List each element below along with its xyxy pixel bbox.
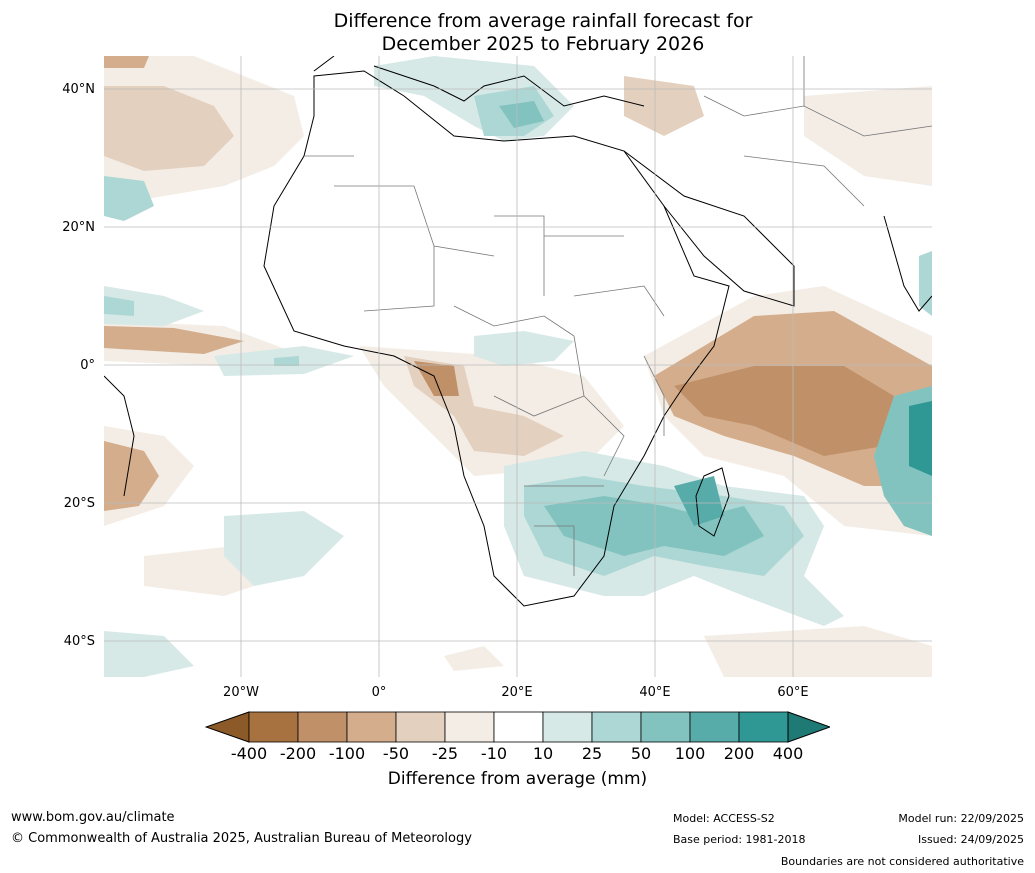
- footer-model: Model: ACCESS-S2: [673, 812, 775, 825]
- lat-label-equator: 0°: [80, 358, 95, 373]
- atlantic-wet-2: [104, 286, 204, 326]
- north-atlantic-dry: [104, 86, 234, 171]
- south-america-coastline: [104, 375, 135, 497]
- colorbar-tick-label: 25: [581, 744, 603, 763]
- lon-label-20e: 20°E: [501, 685, 533, 700]
- north-atlantic-dry-strong: [104, 56, 149, 68]
- atlantic-wet-1: [104, 176, 154, 221]
- colorbar-swatch: [346, 711, 397, 743]
- colorbar-swatch: [444, 711, 495, 743]
- title-line-1: Difference from average rainfall forecas…: [333, 10, 753, 32]
- lat-label-40n: 40°N: [62, 82, 95, 97]
- colorbar-swatch: [591, 711, 642, 743]
- footer-copyright: © Commonwealth of Australia 2025, Austra…: [11, 831, 472, 846]
- southern-ocean-dry-3: [704, 626, 932, 677]
- colorbar-tick-label: 100: [674, 744, 706, 763]
- colorbar-label: Difference from average (mm): [387, 769, 648, 789]
- lon-label-40e: 40°E: [639, 685, 671, 700]
- gulf-of-guinea-dry-strong: [414, 361, 459, 396]
- colorbar-tick-label: -200: [279, 744, 317, 763]
- colorbar-tick-label: 50: [630, 744, 652, 763]
- colorbar-tick-label: 200: [723, 744, 755, 763]
- east-indian-ocean-wet-strong: [909, 401, 932, 476]
- footer-base-period: Base period: 1981-2018: [673, 833, 806, 846]
- iran-dry: [804, 86, 932, 186]
- colorbar-arrow-high: [787, 711, 830, 743]
- southern-ocean-dry-2: [444, 646, 504, 671]
- colorbar-swatch: [493, 711, 544, 743]
- india-coastline: [883, 215, 932, 312]
- footer-disclaimer: Boundaries are not considered authoritat…: [780, 855, 1024, 868]
- colorbar-swatch: [689, 711, 740, 743]
- colorbar-arrow-low: [205, 711, 250, 743]
- europe-coastline: [313, 56, 645, 107]
- indian-ocean-dry-strong: [674, 366, 894, 456]
- graticule: [104, 56, 932, 677]
- colorbar: [205, 711, 830, 743]
- colorbar-swatch: [395, 711, 446, 743]
- arabia-coastline: [623, 150, 795, 307]
- rainfall-anomaly-map: [104, 56, 932, 677]
- country-borders: [304, 56, 932, 576]
- colorbar-tick-label: 400: [772, 744, 804, 763]
- colorbar-swatch: [640, 711, 691, 743]
- lon-label-60e: 60°E: [777, 685, 809, 700]
- mediterranean-wet-strong: [499, 101, 544, 128]
- colorbar-tick-label: -400: [230, 744, 268, 763]
- colorbar-tick-label: -25: [431, 744, 459, 763]
- south-atlantic-wet: [224, 511, 344, 586]
- map-title: Difference from average rainfall forecas…: [0, 10, 1035, 56]
- lat-label-20s: 20°S: [63, 496, 95, 511]
- lon-label-20w: 20°W: [223, 685, 259, 700]
- madagascar-coastline: [695, 467, 730, 537]
- lat-label-40s: 40°S: [63, 634, 95, 649]
- wet-anomaly-regions: [104, 56, 932, 677]
- arabia-dry: [624, 76, 704, 136]
- south-atlantic-dry: [104, 441, 159, 511]
- colorbar-swatch: [738, 711, 789, 743]
- colorbar-tick-label: -100: [328, 744, 366, 763]
- footer-issued: Issued: 24/09/2025: [917, 833, 1024, 846]
- colorbar-swatch: [297, 711, 348, 743]
- colorbar-tick-label: -50: [382, 744, 410, 763]
- madagascar-wet-core: [674, 476, 724, 526]
- lon-label-0: 0°: [371, 685, 387, 700]
- southwest-atlantic-wet: [104, 631, 194, 677]
- africa-coastline: [263, 70, 730, 607]
- colorbar-swatch: [542, 711, 593, 743]
- tropical-atlantic-dry: [104, 326, 244, 354]
- colorbar-swatch: [248, 711, 299, 743]
- tropical-atlantic-wet-core: [274, 356, 299, 366]
- coastlines: [104, 56, 932, 607]
- atlantic-wet-3: [104, 296, 134, 316]
- footer-website: www.bom.gov.au/climate: [11, 810, 175, 825]
- colorbar-swatches: [205, 711, 830, 743]
- lat-label-20n: 20°N: [62, 220, 95, 235]
- title-line-2: December 2025 to February 2026: [381, 33, 705, 55]
- arabian-sea-wet: [919, 251, 932, 316]
- colorbar-tick-label: -10: [480, 744, 508, 763]
- colorbar-tick-label: 10: [532, 744, 554, 763]
- footer-model-run: Model run: 22/09/2025: [898, 812, 1024, 825]
- southern-africa-wet-strong: [544, 496, 764, 556]
- congo-wet: [474, 331, 574, 366]
